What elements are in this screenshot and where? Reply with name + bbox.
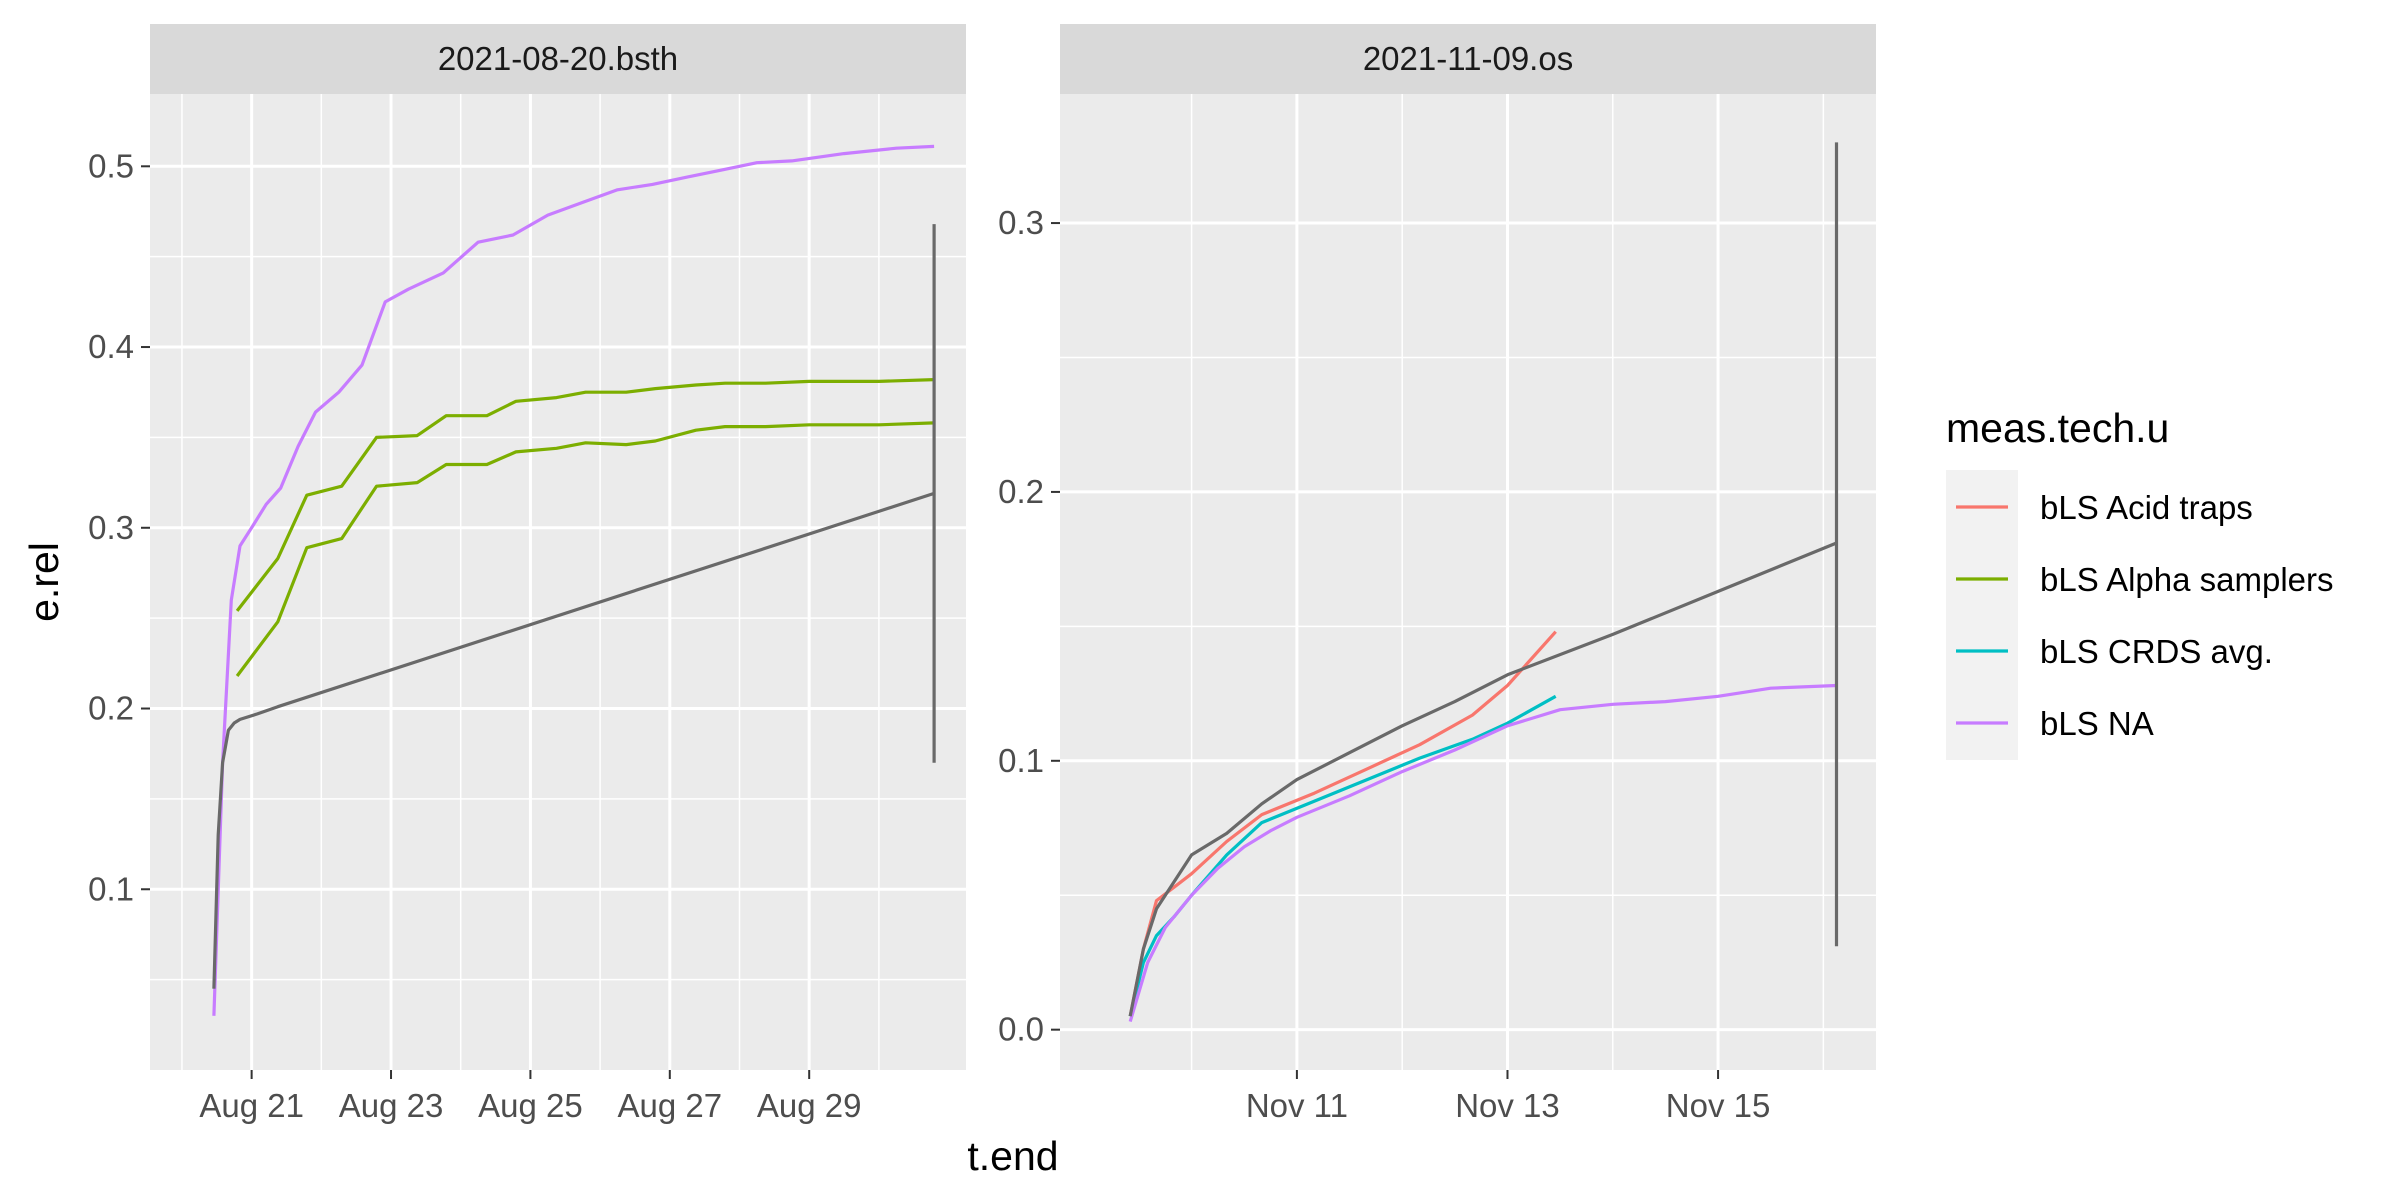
x-axis-title: t.end: [967, 1133, 1058, 1179]
series-lines: [1128, 142, 1839, 1023]
y-axis-title: e.rel: [21, 542, 67, 622]
plot-panel: [1060, 94, 1876, 1070]
y-tick-label: 0.1: [88, 870, 134, 907]
facet-panel-bsth: 2021-08-20.bsth 0.1 0.2 0.3 0.4 0.5 Aug 21 Aug…: [88, 24, 966, 1124]
facet-strip-label: 2021-08-20.bsth: [438, 40, 678, 77]
series-line-bls-na: [212, 144, 935, 1016]
y-tick-label: 0.3: [88, 509, 134, 546]
legend-label: bLS CRDS avg.: [2040, 633, 2273, 670]
facet-strip-label: 2021-11-09.os: [1363, 40, 1573, 77]
x-tick-label: Nov 15: [1666, 1087, 1771, 1124]
legend: meas.tech.u bLS Acid traps bLS Alpha samp…: [1946, 405, 2334, 760]
series-line-bls-alpha-samplers: [235, 378, 935, 612]
facet-strip: [150, 24, 966, 94]
grid-lines: [150, 94, 966, 1070]
axis-ticks: 0.0 0.1 0.2 0.3 Nov 11 Nov 13 Nov 15: [998, 204, 1770, 1124]
facet-strip: [1060, 24, 1876, 94]
y-tick-label: 0.4: [88, 328, 134, 365]
series-line-bls-crds-avg: [1128, 694, 1557, 1017]
y-tick-label: 0.2: [88, 690, 134, 727]
y-tick-label: 0.2: [998, 473, 1044, 510]
y-tick-label: 0.0: [998, 1011, 1044, 1048]
plot-panel: [150, 94, 966, 1070]
legend-label: bLS Alpha samplers: [2040, 561, 2334, 598]
x-tick-label: Nov 11: [1246, 1087, 1348, 1124]
legend-label: bLS NA: [2040, 705, 2154, 742]
y-tick-label: 0.3: [998, 204, 1044, 241]
y-tick-label: 0.1: [998, 742, 1044, 779]
series-line-bls-acid-traps: [1128, 630, 1557, 1017]
series-line-reference: [1128, 541, 1838, 1017]
series-line-reference: [212, 491, 935, 989]
x-tick-label: Aug 29: [757, 1087, 862, 1124]
series-line-bls-alpha-samplers: [235, 421, 935, 677]
x-tick-label: Aug 23: [339, 1087, 444, 1124]
x-tick-label: Aug 27: [618, 1087, 723, 1124]
legend-label: bLS Acid traps: [2040, 489, 2253, 526]
x-tick-label: Aug 25: [478, 1087, 583, 1124]
legend-key-background: [1946, 470, 2018, 760]
y-tick-label: 0.5: [88, 147, 134, 184]
legend-title: meas.tech.u: [1946, 405, 2169, 451]
x-tick-label: Aug 21: [199, 1087, 304, 1124]
facet-panel-os: 2021-11-09.os 0.0 0.1 0.2 0.3 Nov 11 Nov 13 No…: [998, 24, 1876, 1124]
series-lines: [212, 144, 936, 1016]
x-tick-label: Nov 13: [1455, 1087, 1560, 1124]
grid-lines: [1060, 94, 1876, 1070]
axis-ticks: 0.1 0.2 0.3 0.4 0.5 Aug 21 Aug 23 Aug 25 Aug 27 A…: [88, 147, 861, 1124]
series-line-bls-na: [1128, 683, 1837, 1023]
